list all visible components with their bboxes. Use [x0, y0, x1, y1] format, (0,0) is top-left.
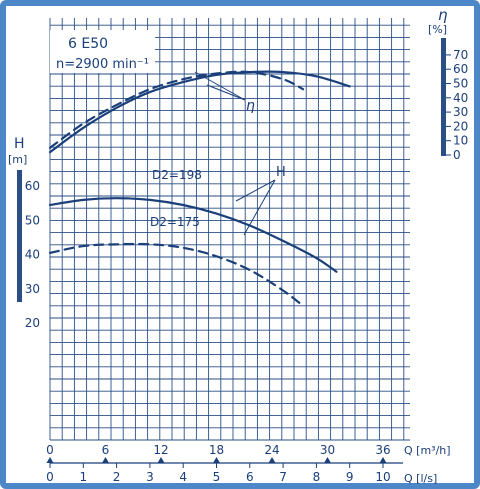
head-curves-label: H	[276, 165, 286, 180]
x-axis-m3h-tick-label: 36	[375, 443, 390, 457]
x-axis-m3h-tick	[268, 457, 276, 463]
head-tick-label: 40	[25, 248, 40, 262]
x-axis-m3h-tick	[157, 457, 165, 463]
head-tick-label: 30	[25, 282, 40, 296]
efficiency-tick-label: 10	[453, 134, 468, 148]
efficiency-tick-label: 0	[453, 148, 461, 162]
head-tick-label: 50	[25, 213, 40, 227]
head-axis-bar	[17, 170, 22, 302]
x-axis-ls-tick-label: 7	[279, 470, 287, 484]
title-box	[50, 30, 155, 73]
x-axis-ls-tick-label: 1	[79, 470, 87, 484]
leader-lines	[194, 71, 276, 236]
efficiency-tick-label: 30	[453, 105, 468, 119]
x-axis-m3h-label: Q [m³/h]	[404, 444, 451, 457]
efficiency-curve-d198	[48, 70, 351, 154]
x-axis-m3h-tick-label: 18	[209, 443, 224, 457]
eta-leader-2	[206, 84, 246, 101]
x-axis-ls-tick-label: 8	[313, 470, 321, 484]
efficiency-curves-label: η	[246, 98, 255, 114]
head-axis-label: H	[14, 136, 25, 152]
efficiency-tick-label: 40	[453, 91, 468, 105]
efficiency-tick-label: 20	[453, 119, 468, 133]
x-axis-ls-tick-label: 2	[113, 470, 121, 484]
x-axis-ls-tick-label: 9	[346, 470, 354, 484]
x-axis-m3h-tick-label: 12	[153, 443, 168, 457]
head-tick-label: 20	[25, 316, 40, 330]
x-axis-ls-tick-label: 6	[246, 470, 254, 484]
x-axis-ls-tick-label: 10	[375, 470, 390, 484]
d198-label: D2=198	[152, 168, 202, 182]
x-axis-m3h-tick	[213, 457, 220, 463]
efficiency-tick-label: 50	[453, 77, 468, 91]
h-leader-1	[235, 179, 276, 202]
head-tick-label: 60	[25, 179, 40, 193]
x-axis-m3h-tick-label: 0	[46, 443, 54, 457]
efficiency-tick-label: 70	[453, 48, 468, 62]
eta-leader-1	[194, 71, 246, 101]
d175-label: D2=175	[150, 215, 200, 229]
h-leader-2	[243, 179, 276, 236]
x-axis-m3h-tick-label: 6	[102, 443, 110, 457]
x-axis-m3h-tick	[102, 457, 109, 463]
efficiency-axis-bar	[441, 38, 446, 156]
curves	[48, 70, 351, 307]
x-axis-ls-tick-label: 5	[213, 470, 221, 484]
x-axis-ls-label: Q [l/s]	[404, 472, 437, 485]
head-curve-d175	[48, 242, 305, 307]
efficiency-axis-label: η	[438, 6, 448, 24]
head-axis-unit: [m]	[8, 153, 27, 166]
x-axis-ls-tick-label: 0	[46, 470, 54, 484]
x-axis-ls-tick-label: 4	[179, 470, 187, 484]
x-axis-ls-tick-label: 3	[146, 470, 154, 484]
chart-subtitle: n=2900 min⁻¹	[56, 57, 149, 72]
x-axis-m3h-tick-label: 30	[320, 443, 335, 457]
efficiency-axis-unit: [%]	[428, 23, 447, 36]
x-axis-m3h-tick	[46, 457, 54, 463]
x-axis-m3h-tick-label: 24	[264, 443, 279, 457]
x-axis-m3h-tick	[324, 457, 331, 463]
head-curve-d198	[48, 197, 338, 273]
chart-title: 6 E50	[68, 36, 108, 52]
x-axis-m3h-tick	[379, 457, 387, 463]
efficiency-tick-label: 60	[453, 62, 468, 76]
efficiency-curve-d175	[48, 70, 305, 149]
